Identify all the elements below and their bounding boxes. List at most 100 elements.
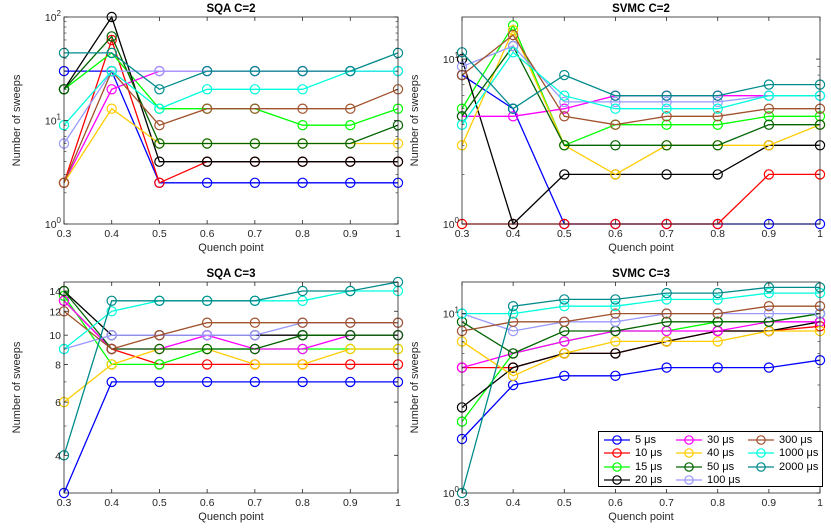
data-point — [763, 316, 775, 327]
series-line-100-us — [461, 45, 820, 103]
legend-label: 100 μs — [707, 473, 741, 486]
legend-label: 10 μs — [635, 447, 663, 460]
data-point — [297, 103, 308, 114]
data-point — [610, 96, 621, 108]
series-line-2000-us — [63, 281, 399, 456]
data-point — [763, 301, 775, 312]
data-point — [763, 90, 775, 101]
data-point — [345, 376, 356, 388]
data-point — [661, 308, 672, 319]
y-tick-label: 101 — [45, 113, 62, 128]
series-line-100-us — [461, 312, 820, 332]
y-tick-label: 101 — [443, 51, 460, 66]
data-point — [559, 169, 570, 180]
legend-item-40-us: 40 μs — [675, 446, 734, 460]
series-line-40-us — [461, 330, 820, 377]
series-line-1000-us — [462, 292, 820, 315]
series-50-us — [58, 285, 404, 355]
data-point — [559, 348, 570, 359]
data-point — [297, 119, 308, 131]
data-point — [763, 103, 775, 114]
data-point — [297, 138, 308, 149]
data-point — [154, 343, 165, 355]
data-point — [297, 376, 308, 388]
series-line-300-us — [63, 310, 398, 350]
y-tick-label: 100 — [45, 216, 62, 231]
data-point — [201, 330, 213, 341]
x-tick-label: 0.7 — [248, 228, 263, 240]
data-point — [345, 343, 356, 355]
data-point — [507, 348, 519, 359]
data-point — [559, 96, 570, 108]
data-point — [559, 140, 570, 151]
legend-swatch — [748, 448, 774, 459]
x-tick-label: 1 — [817, 228, 823, 240]
data-point — [610, 301, 621, 312]
legend-item-50-us: 50 μs — [675, 460, 734, 474]
data-point — [610, 294, 621, 305]
x-tick-label: 1 — [395, 497, 401, 509]
data-point — [201, 359, 213, 370]
data-point — [712, 103, 723, 114]
x-tick-label: 0.9 — [343, 497, 358, 509]
y-tick-label: 8 — [55, 359, 61, 371]
legend-item-2000-us: 2000 μs — [747, 460, 818, 474]
series-line-2000-us — [461, 51, 820, 110]
x-tick-label: 0.5 — [557, 228, 572, 240]
x-tick-label: 0.8 — [295, 497, 310, 509]
data-point — [249, 177, 261, 188]
data-point — [154, 65, 165, 77]
data-point — [201, 103, 213, 114]
data-point — [610, 308, 621, 319]
data-point — [507, 29, 519, 41]
legend-swatch — [676, 461, 702, 472]
legend-swatch — [604, 461, 630, 472]
data-point — [201, 65, 213, 77]
data-point — [201, 376, 213, 388]
legend-item-300-us: 300 μs — [747, 433, 812, 447]
data-point — [249, 330, 261, 341]
data-point — [201, 343, 213, 355]
data-point — [297, 84, 308, 95]
chart-panel-1: 0.3 0.4 0.5 0.6 0.7 0.8 0.9 1 100 101 102 SQA C=2 Qu… — [11, 3, 404, 254]
data-point — [249, 343, 261, 355]
y-axis-label: Number of sweeps — [409, 74, 421, 166]
legend-label: 15 μs — [635, 460, 663, 473]
x-tick-label: 0.4 — [104, 228, 119, 240]
data-point — [249, 295, 261, 306]
x-tick-label: 0.6 — [608, 228, 623, 240]
y-tick-label: 4 — [55, 450, 61, 462]
series-line-2000-us — [461, 286, 820, 494]
legend-label: 5 μs — [635, 434, 657, 446]
series-5-us — [58, 376, 404, 499]
data-point — [345, 317, 356, 328]
legend-label: 30 μs — [707, 434, 735, 446]
data-point — [712, 336, 723, 347]
series-2000-us — [58, 47, 404, 95]
data-point — [712, 111, 723, 122]
x-tick-label: 0.9 — [762, 497, 777, 509]
y-tick-label: 14 — [49, 286, 61, 298]
data-point — [559, 69, 570, 81]
data-point — [661, 111, 672, 122]
data-point — [712, 96, 723, 108]
data-point — [661, 316, 672, 327]
data-point — [201, 84, 213, 95]
x-tick-label: 0.8 — [710, 497, 725, 509]
data-point — [763, 79, 775, 90]
axes-box — [63, 281, 399, 494]
legend-swatch — [748, 435, 774, 445]
legend: 5 μs 10 μs 15 μs 20 μs 30 μs 40 μs 50 μs 100 μs… — [598, 431, 823, 487]
data-point — [249, 138, 261, 149]
data-point — [661, 287, 672, 299]
data-point — [712, 169, 723, 180]
legend-item-1000-us: 1000 μs — [747, 446, 818, 460]
x-tick-label: 0.7 — [659, 497, 674, 509]
series-line-300-us — [461, 305, 820, 332]
series-line-15-us — [461, 23, 820, 147]
data-point — [249, 376, 261, 388]
series-line-50-us — [63, 290, 398, 350]
x-axis-label: Quench point — [608, 511, 673, 523]
legend-swatch — [676, 448, 702, 459]
data-point — [610, 119, 621, 130]
